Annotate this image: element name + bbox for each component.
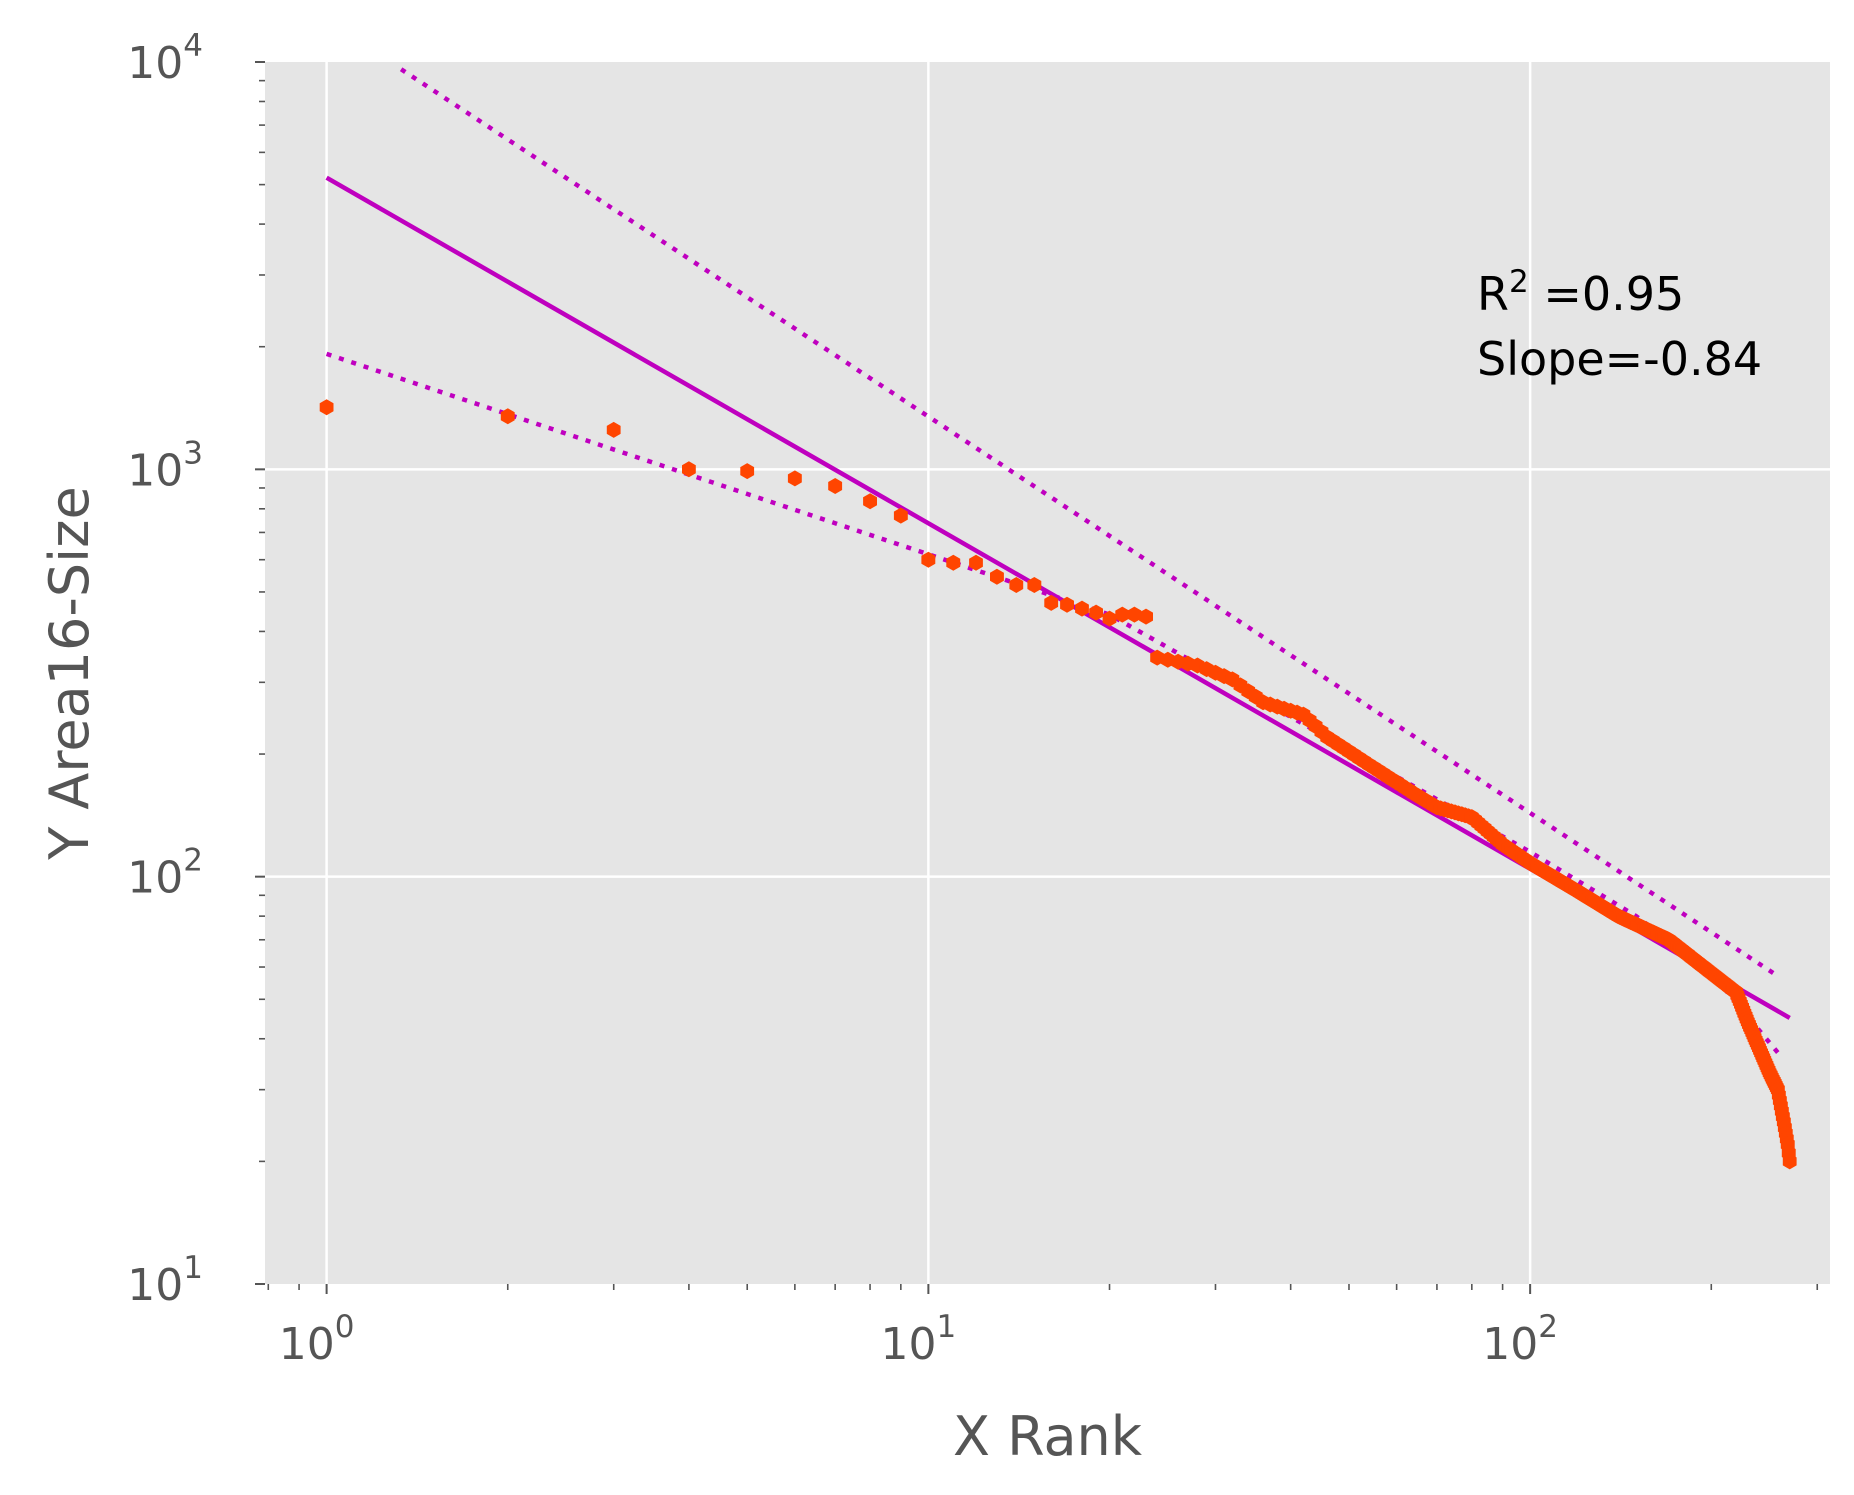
y-tick-label: 102 — [127, 843, 203, 904]
data-point — [1127, 606, 1142, 623]
y-tick-base: 10 — [127, 1260, 183, 1311]
y-tick-exponent: 3 — [183, 435, 203, 471]
data-point — [969, 554, 983, 571]
data-point — [1139, 608, 1153, 625]
y-tick-exponent: 2 — [183, 843, 203, 879]
r-squared-superscript: 2 — [1509, 264, 1529, 300]
slope-annotation: Slope=-0.84 — [1477, 332, 1762, 386]
y-tick-label: 101 — [127, 1250, 203, 1311]
plot-background — [265, 62, 1830, 1284]
data-point — [1150, 649, 1165, 666]
r-squared-prefix: R — [1477, 267, 1509, 321]
data-point — [863, 493, 877, 510]
data-point — [921, 551, 936, 568]
data-point — [1027, 577, 1042, 593]
y-tick-exponent: 4 — [183, 28, 203, 64]
y-tick-label: 104 — [127, 28, 203, 89]
data-point — [990, 568, 1004, 585]
x-tick-label: 100 — [279, 1309, 355, 1370]
data-point — [828, 478, 843, 494]
x-axis-title: X Rank — [953, 1405, 1143, 1468]
data-point — [787, 470, 802, 487]
data-point — [606, 421, 621, 438]
x-tick-exponent: 2 — [1538, 1309, 1558, 1345]
data-point — [682, 461, 696, 478]
y-tick-label: 103 — [127, 435, 203, 496]
y-axis-title: Y Area16-Size — [38, 486, 101, 860]
x-tick-base: 10 — [1482, 1319, 1538, 1370]
y-tick-base: 10 — [127, 38, 183, 89]
x-tick-exponent: 1 — [937, 1309, 957, 1345]
data-points — [319, 399, 1797, 1170]
data-point — [319, 399, 334, 416]
data-point — [1089, 604, 1103, 621]
r-squared-value: =0.95 — [1529, 267, 1685, 321]
data-point — [740, 463, 755, 480]
x-tick-label: 102 — [1482, 1309, 1558, 1370]
data-point — [1060, 596, 1074, 613]
y-tick-base: 10 — [127, 445, 183, 496]
data-point — [893, 507, 908, 524]
data-point — [1044, 594, 1059, 611]
data-point — [1115, 606, 1130, 623]
y-tick-base: 10 — [127, 853, 183, 904]
x-tick-base: 10 — [279, 1319, 335, 1370]
r-squared-annotation: R2 =0.95 — [1477, 264, 1684, 321]
data-point — [946, 554, 961, 571]
x-tick-label: 101 — [881, 1309, 957, 1370]
upper-bound-dotted-line — [399, 67, 1780, 978]
x-tick-exponent: 0 — [335, 1309, 355, 1345]
data-point — [1782, 1153, 1797, 1170]
data-point — [1009, 577, 1024, 593]
data-point — [1102, 610, 1117, 627]
minor-ticks — [255, 61, 1819, 1294]
data-point — [1075, 600, 1089, 617]
data-point — [500, 408, 515, 425]
x-tick-base: 10 — [881, 1319, 937, 1370]
y-tick-exponent: 1 — [183, 1250, 203, 1286]
